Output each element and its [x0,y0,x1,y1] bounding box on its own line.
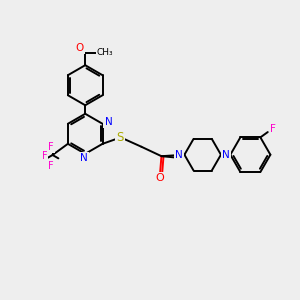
Text: N: N [80,153,88,163]
Text: O: O [156,173,164,183]
Text: F: F [48,142,54,152]
Text: F: F [48,161,54,171]
Text: S: S [116,131,124,144]
Text: F: F [270,124,276,134]
Text: N: N [222,150,230,160]
Text: N: N [105,117,112,127]
Text: F: F [41,152,47,161]
Text: N: N [175,150,183,160]
Text: O: O [76,43,84,53]
Text: CH₃: CH₃ [97,48,114,57]
